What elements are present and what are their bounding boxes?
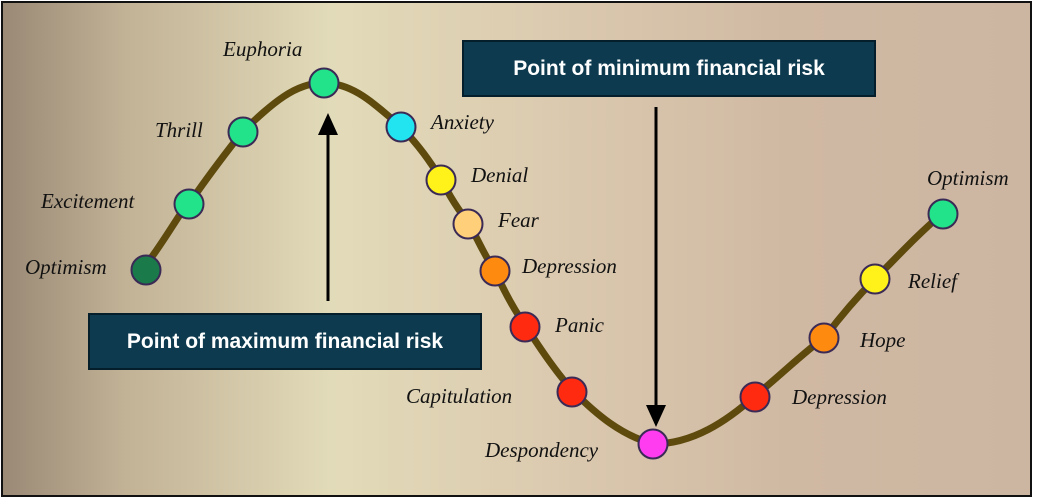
stage-marker-2 xyxy=(227,116,259,148)
stage-label-12: Hope xyxy=(859,328,906,352)
stage-label-0: Optimism xyxy=(25,255,107,279)
stage-labels: Optimism Excitement Thrill Euphoria Anxiety D… xyxy=(25,37,1009,462)
stage-marker-7 xyxy=(479,255,511,287)
stage-label-13: Relief xyxy=(907,269,960,293)
stage-label-5: Denial xyxy=(470,163,528,187)
stage-marker-10 xyxy=(637,428,669,460)
min-risk-arrowhead xyxy=(646,405,666,427)
stage-marker-13 xyxy=(859,263,891,295)
stage-marker-5 xyxy=(425,164,457,196)
stage-marker-6 xyxy=(452,208,484,240)
stage-marker-4 xyxy=(385,111,417,143)
stage-label-8: Panic xyxy=(554,313,605,337)
stage-label-3: Euphoria xyxy=(222,37,302,61)
market-cycle-diagram: Optimism Excitement Thrill Euphoria Anxiety D… xyxy=(25,37,1009,462)
stage-label-10: Despondency xyxy=(484,438,599,462)
stage-marker-3 xyxy=(308,67,340,99)
stage-marker-9 xyxy=(556,376,588,408)
stage-label-1: Excitement xyxy=(40,189,135,213)
stage-marker-14 xyxy=(927,198,959,230)
stage-label-2: Thrill xyxy=(155,118,203,142)
stage-marker-11 xyxy=(739,381,771,413)
stage-label-11: Depression xyxy=(791,385,887,409)
stage-label-7: Depression xyxy=(521,254,617,278)
max-risk-arrowhead xyxy=(318,113,338,135)
stage-marker-1 xyxy=(173,188,205,220)
stage-label-6: Fear xyxy=(497,208,540,232)
stage-markers xyxy=(130,67,959,460)
minimum-risk-callout: Point of minimum financial risk xyxy=(462,40,876,97)
stage-marker-12 xyxy=(808,322,840,354)
maximum-risk-callout: Point of maximum financial risk xyxy=(88,313,482,370)
stage-label-9: Capitulation xyxy=(406,384,512,408)
stage-marker-0 xyxy=(130,254,162,286)
stage-marker-8 xyxy=(509,311,541,343)
stage-label-4: Anxiety xyxy=(429,110,495,134)
stage-label-14: Optimism xyxy=(927,166,1009,190)
